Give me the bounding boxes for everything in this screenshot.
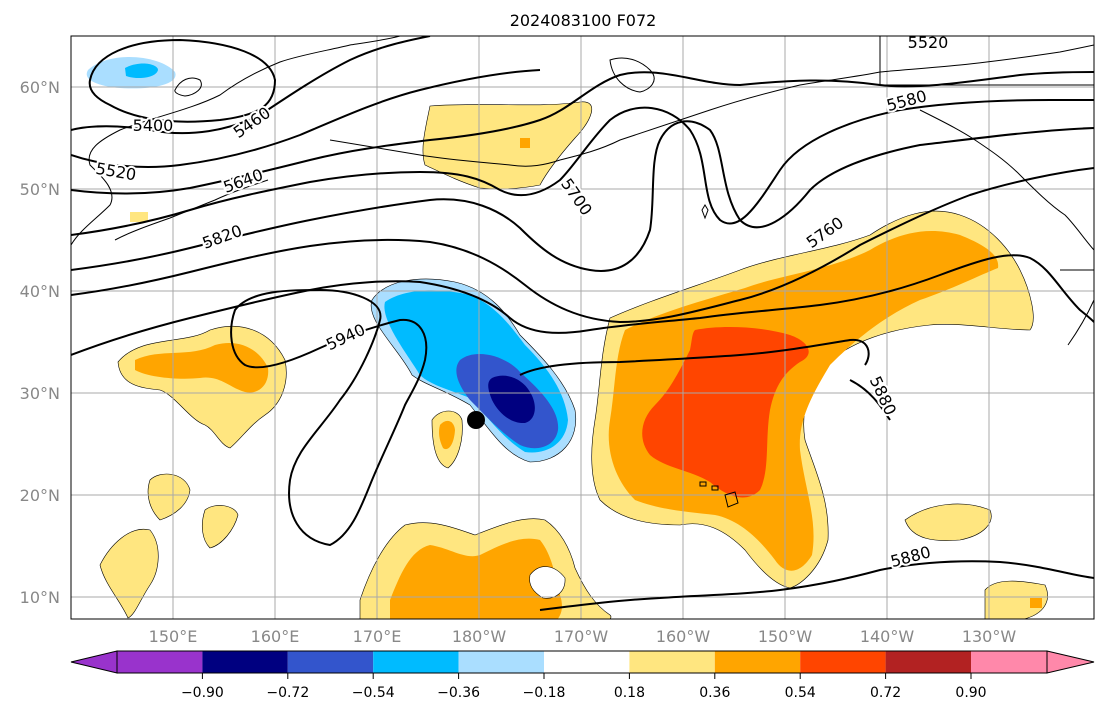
colorbar-segment <box>544 651 630 673</box>
positive-anomaly-ne-dot <box>130 212 148 222</box>
lat-label: 50°N <box>20 180 60 199</box>
latitude-labels: 60°N 50°N 40°N 30°N 20°N 10°N <box>20 78 60 607</box>
colorbar-tick-label: −0.54 <box>352 685 395 701</box>
coast-na-west <box>1067 299 1094 346</box>
coast-alaska <box>559 44 1094 161</box>
lon-label: 180°W <box>452 627 507 646</box>
colorbar-tick-label: −0.90 <box>181 685 224 701</box>
lat-label: 40°N <box>20 282 60 301</box>
positive-anomaly-sw-3 <box>201 505 239 549</box>
island-small-1 <box>701 204 709 220</box>
positive-anomaly-west-core <box>135 342 269 393</box>
positive-anomaly-se-2 <box>984 580 1048 619</box>
contour-5640 <box>71 99 1094 236</box>
longitude-labels: 150°E 160°E 170°E 180°W 170°W 160°W 150°… <box>149 627 1017 646</box>
white-gap-south <box>529 566 566 599</box>
lon-label: 130°W <box>962 627 1017 646</box>
lat-label: 60°N <box>20 78 60 97</box>
contour-5700 <box>71 120 1094 272</box>
contour-5760 <box>71 167 1094 324</box>
colorbar: −0.90 −0.72 −0.54 −0.36 −0.18 0.18 0.36 … <box>70 650 1095 701</box>
lon-label: 140°W <box>860 627 915 646</box>
colorbar-tick-label: −0.36 <box>437 685 480 701</box>
coast-kamchatka <box>174 77 202 97</box>
lat-label: 30°N <box>20 384 60 403</box>
colorbar-segment <box>800 651 886 673</box>
colorbar-tick-label: −0.72 <box>266 685 309 701</box>
positive-anomaly-east-3 <box>642 327 809 498</box>
lon-label: 150°W <box>758 627 813 646</box>
colorbar-segment <box>885 651 971 673</box>
colorbar-segment <box>117 651 203 673</box>
positive-anomaly-se-2-core <box>1030 598 1042 608</box>
colorbar-tick-label: −0.18 <box>523 685 566 701</box>
height-contours <box>71 36 1094 611</box>
colorbar-extend-left <box>70 650 118 674</box>
map-frame <box>70 35 1095 620</box>
contour-label: 5400 <box>133 116 174 135</box>
lon-label: 160°W <box>656 627 711 646</box>
contour-label: 5820 <box>200 221 245 253</box>
colorbar-tick-marks <box>201 673 972 679</box>
coastlines <box>71 36 1094 508</box>
lon-label: 170°W <box>554 627 609 646</box>
coast-asia <box>71 36 401 246</box>
contour-label: 5940 <box>323 320 368 354</box>
coast-panhandle <box>919 109 1094 251</box>
contour-5580 <box>71 71 1094 195</box>
map-area: 5400 5460 5520 5520 5580 5640 5700 5760 … <box>71 33 1094 619</box>
positive-anomaly-se-1 <box>904 503 992 541</box>
contour-label: 5460 <box>230 103 274 142</box>
positive-anomaly-south-core <box>390 538 562 619</box>
contour-label: 5520 <box>94 159 137 185</box>
positive-anomaly-north <box>422 101 593 190</box>
positive-anomaly-north-dot <box>520 138 530 148</box>
colorbar-segment <box>202 651 288 673</box>
colorbar-tick-label: 0.54 <box>785 685 816 701</box>
colorbar-segment <box>629 651 715 673</box>
contour-5520 <box>71 69 541 168</box>
colorbar-segment <box>714 651 801 673</box>
lon-label: 150°E <box>149 627 198 646</box>
lon-label: 170°E <box>353 627 402 646</box>
contour-label: 5700 <box>557 175 596 219</box>
contour-label: 5880 <box>888 542 932 571</box>
colorbar-tick-label: 0.36 <box>699 685 730 701</box>
colorbar-segment <box>373 651 459 673</box>
negative-anomaly-central-core <box>488 375 535 424</box>
contour-5880 <box>230 288 1094 611</box>
colorbar-segment <box>971 651 1047 673</box>
colorbar-segment <box>458 651 544 673</box>
storm-center-marker <box>467 411 485 429</box>
island-hawaii <box>699 481 739 508</box>
map-title: 2024083100 F072 <box>510 11 657 30</box>
colorbar-frame <box>116 650 1048 674</box>
positive-anomaly-small-core <box>439 420 455 450</box>
lat-label: 20°N <box>20 486 60 505</box>
lat-label: 10°N <box>20 588 60 607</box>
contour-label: 5520 <box>908 33 949 52</box>
lon-label: 160°E <box>251 627 300 646</box>
colorbar-tick-label: 0.72 <box>870 685 901 701</box>
positive-anomaly-sw-2 <box>99 528 159 619</box>
contour-5820 <box>71 254 1094 356</box>
positive-anomaly-sw-1 <box>147 473 191 521</box>
contour-5460 <box>71 36 431 135</box>
negative-anomaly-nw-core <box>125 63 158 78</box>
contour-5400 <box>88 38 277 123</box>
colorbar-segment <box>287 651 374 673</box>
colorbar-tick-label: 0.18 <box>614 685 645 701</box>
colorbar-tick-label: 0.90 <box>955 685 986 701</box>
coast-alaska-north <box>609 57 655 93</box>
colorbar-extend-right <box>1046 650 1095 674</box>
